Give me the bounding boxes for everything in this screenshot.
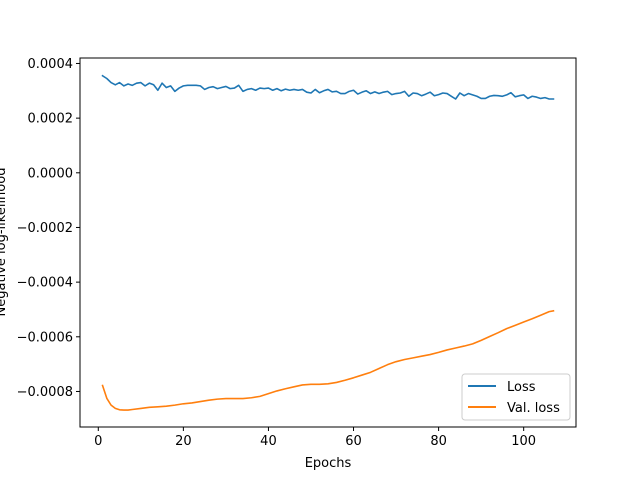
- legend-label-val-loss: Val. loss: [507, 401, 560, 416]
- series-lines: [101, 74, 555, 411]
- legend: Loss Val. loss: [461, 373, 571, 421]
- y-tick-label: 0.0004: [28, 57, 74, 72]
- y-axis-ticks: 0.0004 0.0002 0.0000 −0.0002 −0.0004 −0.0006 −…: [17, 57, 80, 400]
- x-tick-label: 40: [260, 434, 277, 449]
- y-tick-label: −0.0008: [17, 385, 73, 400]
- x-axis-ticks: 0 20 40 60 80 100: [94, 427, 536, 449]
- y-tick-label: −0.0004: [17, 276, 73, 291]
- y-axis-label: Negative log-likelihood: [0, 168, 9, 317]
- y-tick-label: −0.0002: [17, 221, 73, 236]
- x-tick-label: 60: [345, 434, 362, 449]
- plot-area: [80, 58, 576, 427]
- x-tick-label: 100: [511, 434, 536, 449]
- x-axis-label: Epochs: [305, 456, 352, 471]
- y-tick-label: 0.0002: [28, 112, 74, 127]
- x-tick-label: 20: [175, 434, 192, 449]
- plot-frame: [79, 57, 577, 428]
- legend-label-loss: Loss: [507, 380, 536, 395]
- series-line-loss: [101, 74, 555, 100]
- series-line-val-loss: [101, 309, 555, 411]
- x-tick-label: 0: [94, 434, 102, 449]
- y-tick-label: 0.0000: [28, 166, 74, 181]
- x-tick-label: 80: [430, 434, 447, 449]
- y-tick-label: −0.0006: [17, 330, 73, 345]
